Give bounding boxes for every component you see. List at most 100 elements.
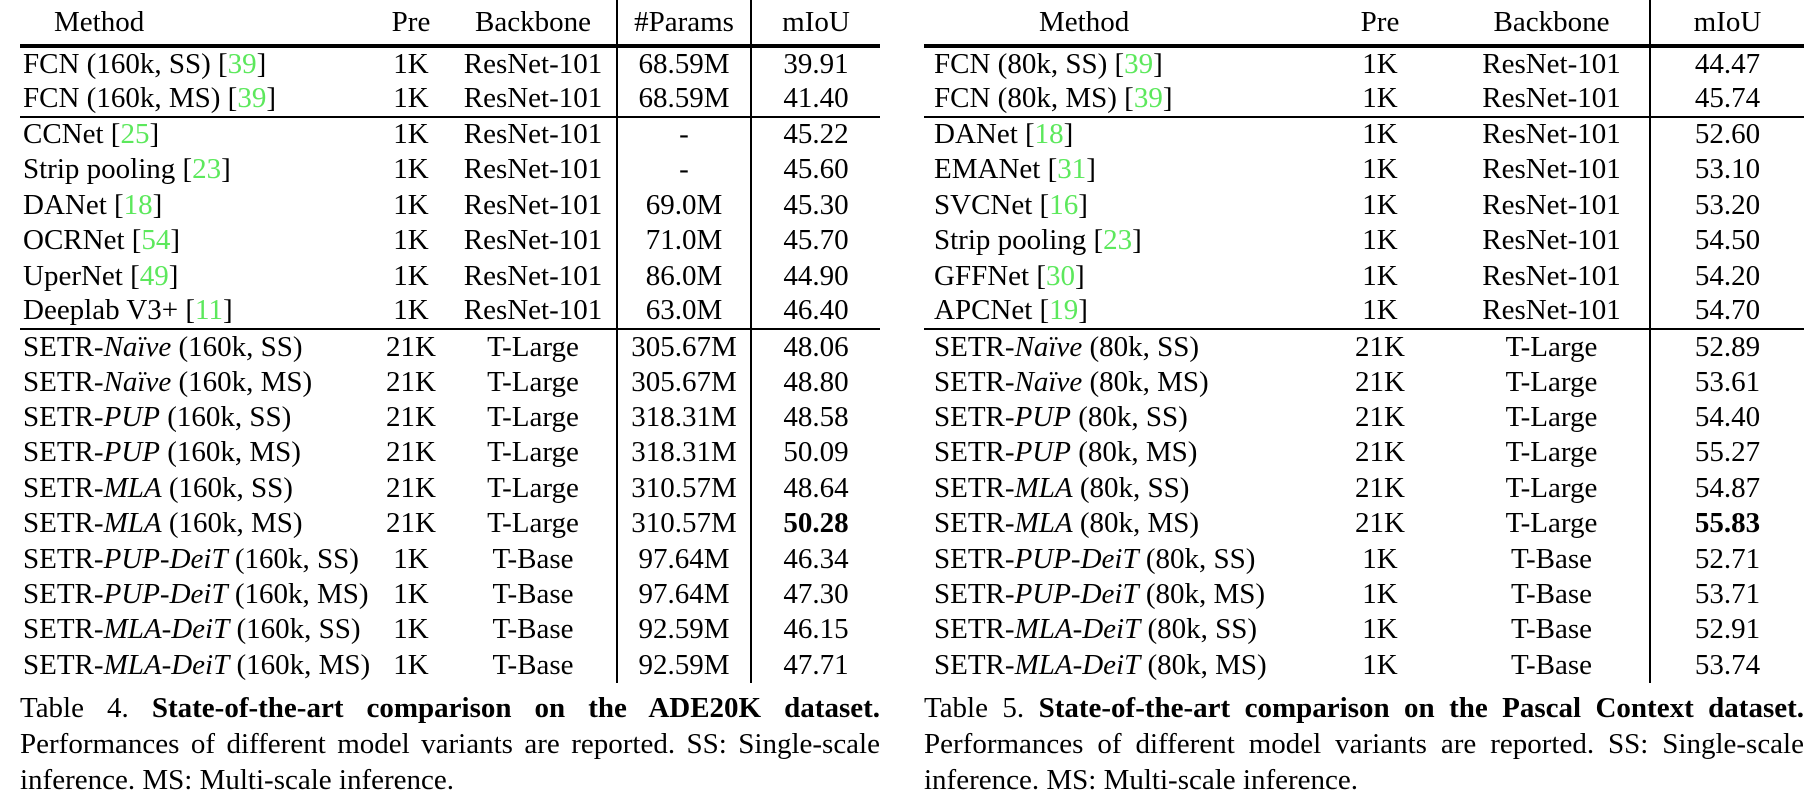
cell-method: SETR-Naïve (80k, SS) xyxy=(924,328,1306,365)
table-row: CCNet [25] 1K ResNet-101-45.22 xyxy=(20,115,880,153)
table-row: SETR-MLA-DeiT (80k, SS) 1K T-Base 52.91 xyxy=(924,612,1804,648)
citation-ref[interactable]: 25 xyxy=(120,118,150,151)
cell-method: SETR-PUP-DeiT (160k, MS) xyxy=(23,578,369,611)
cell-pre: 1K xyxy=(393,153,429,186)
cell-backbone: ResNet-101 xyxy=(1454,115,1650,153)
cell-pre: 1K xyxy=(1362,188,1398,221)
cell-method: FCN (160k, MS) [39] xyxy=(23,82,276,115)
cell-pre: 21K xyxy=(386,471,436,504)
cell-miou: 52.89 xyxy=(1649,328,1804,365)
cell-params: 92.59M xyxy=(616,612,751,648)
table-row: SETR-PUP (160k, MS) 21K T-Large 318.31M 50.0… xyxy=(20,435,880,471)
caption-label: Table 5. xyxy=(924,692,1025,725)
citation-ref[interactable]: 39 xyxy=(227,48,257,81)
cell-miou: 55.27 xyxy=(1649,435,1804,471)
cell-method: SETR-MLA (80k, SS) xyxy=(934,471,1190,504)
table-row: SETR-MLA-DeiT (160k, SS) 1K T-Base 92.59M 46… xyxy=(20,612,880,648)
cell-backbone: T-Large xyxy=(1505,401,1598,434)
cell-pre: 21K xyxy=(1355,507,1405,540)
cell-miou: 50.09 xyxy=(750,435,880,471)
cell-pre: 1K xyxy=(393,48,429,81)
cell-miou: 46.34 xyxy=(750,541,880,577)
citation-ref[interactable]: 23 xyxy=(192,153,222,186)
cell-backbone: ResNet-101 xyxy=(463,259,603,292)
cell-backbone: T-Large xyxy=(487,401,579,434)
citation-ref[interactable]: 11 xyxy=(195,294,223,327)
cell-method: GFFNet [30] xyxy=(934,259,1085,292)
cell-method: FCN (80k, SS) [39] xyxy=(934,48,1163,81)
row-group: CCNet [25] 1K ResNet-101-45.22 Strip poolin… xyxy=(20,115,880,330)
citation-ref[interactable]: 23 xyxy=(1103,224,1133,257)
cell-params: 92.59M xyxy=(616,647,751,684)
table-row: SETR-PUP-DeiT (80k, SS) 1K T-Base 52.71 xyxy=(924,541,1804,577)
column-header-params: #Params xyxy=(616,0,751,46)
table-row: SETR-PUP-DeiT (160k, SS) 1K T-Base 97.64M 46… xyxy=(20,541,880,577)
cell-params: 305.67M xyxy=(616,328,751,365)
cell-pre: 1K xyxy=(1362,613,1398,646)
citation-ref[interactable]: 39 xyxy=(1124,48,1154,81)
caption-text: Performances of different model variants… xyxy=(20,728,880,797)
caption-label: Table 4. xyxy=(20,692,129,725)
cell-backbone: ResNet-101 xyxy=(1482,153,1621,186)
citation-ref[interactable]: 31 xyxy=(1057,153,1087,186)
cell-miou: 45.70 xyxy=(750,222,880,259)
table-row: SETR-PUP (80k, MS) 21K T-Large 55.27 xyxy=(924,435,1804,471)
cell-pre: 1K xyxy=(393,294,429,327)
cell-method: SETR-MLA-DeiT (80k, SS) xyxy=(934,613,1258,646)
column-header-backbone: Backbone xyxy=(1493,5,1610,38)
cell-backbone: T-Base xyxy=(1510,613,1593,646)
table-row: SETR-Naïve (160k, MS) 21K T-Large 305.67M 48… xyxy=(20,364,880,400)
cell-pre: 1K xyxy=(1362,259,1398,292)
cell-miou: 55.83 xyxy=(1649,506,1804,542)
citation-ref[interactable]: 16 xyxy=(1049,188,1079,221)
cell-backbone: ResNet-101 xyxy=(463,294,603,327)
cell-params: 68.59M xyxy=(616,46,751,82)
cell-miou: 44.47 xyxy=(1649,46,1804,82)
cell-miou: 41.40 xyxy=(750,81,880,117)
row-group: SETR-Naïve (80k, SS) 21K T-Large 52.89 SETR-… xyxy=(924,328,1804,684)
cell-backbone: ResNet-101 xyxy=(463,153,603,186)
cell-miou: 45.30 xyxy=(750,187,880,223)
citation-ref[interactable]: 39 xyxy=(237,82,267,115)
citation-ref[interactable]: 19 xyxy=(1049,294,1079,327)
cell-backbone: T-Base xyxy=(492,648,574,681)
table-5-figure: Method Pre Backbone mIoU FCN (80k, SS) [39] 1… xyxy=(924,0,1804,798)
citation-ref[interactable]: 49 xyxy=(139,259,169,292)
column-header-backbone: Backbone xyxy=(475,5,591,38)
cell-backbone: ResNet-101 xyxy=(1482,48,1621,81)
column-header-pre: Pre xyxy=(391,5,431,38)
cell-method: SETR-MLA-DeiT (80k, MS) xyxy=(934,648,1267,681)
cell-pre: 21K xyxy=(1355,401,1405,434)
cell-backbone: ResNet-101 xyxy=(463,188,603,221)
citation-ref[interactable]: 18 xyxy=(1034,118,1064,151)
cell-params: 71.0M xyxy=(616,222,751,259)
cell-backbone: ResNet-101 xyxy=(450,115,617,153)
table-row: SETR-PUP-DeiT (160k, MS) 1K T-Base 97.64M 47… xyxy=(20,576,880,613)
cell-backbone: T-Large xyxy=(1505,507,1598,540)
cell-backbone: T-Large xyxy=(1505,436,1598,469)
cell-params: 63.0M xyxy=(616,293,751,330)
cell-method: SETR-PUP (160k, SS) xyxy=(23,401,292,434)
citation-ref[interactable]: 54 xyxy=(141,224,171,257)
cell-method: EMANet [31] xyxy=(934,153,1096,186)
cell-backbone: T-Large xyxy=(450,328,617,365)
cell-miou: 53.71 xyxy=(1649,576,1804,613)
citation-ref[interactable]: 39 xyxy=(1133,82,1163,115)
cell-miou: 39.91 xyxy=(750,46,880,82)
cell-method: FCN (160k, SS) [39] xyxy=(23,48,267,81)
cell-method: SETR-PUP-DeiT (80k, MS) xyxy=(934,578,1266,611)
table-row: SETR-PUP (160k, SS) 21K T-Large 318.31M 48.5… xyxy=(20,399,880,436)
cell-pre: 21K xyxy=(386,401,436,434)
cell-backbone: T-Large xyxy=(487,471,579,504)
table-4-figure: Method Pre Backbone #Params mIoU FCN (160k, S… xyxy=(20,0,880,798)
citation-ref[interactable]: 30 xyxy=(1045,259,1075,292)
cell-pre: 21K xyxy=(386,436,436,469)
header-row: Method Pre Backbone mIoU xyxy=(924,0,1804,46)
pascal-context-table: Method Pre Backbone mIoU FCN (80k, SS) [39] 1… xyxy=(924,0,1804,684)
cell-miou: 52.71 xyxy=(1649,541,1804,577)
cell-miou: 53.74 xyxy=(1649,647,1804,684)
citation-ref[interactable]: 18 xyxy=(123,188,153,221)
cell-backbone: T-Base xyxy=(492,542,574,575)
table-row: GFFNet [30] 1K ResNet-101 54.20 xyxy=(924,258,1804,294)
table-row: SETR-MLA (160k, MS) 21K T-Large 310.57M 50.2… xyxy=(20,506,880,542)
